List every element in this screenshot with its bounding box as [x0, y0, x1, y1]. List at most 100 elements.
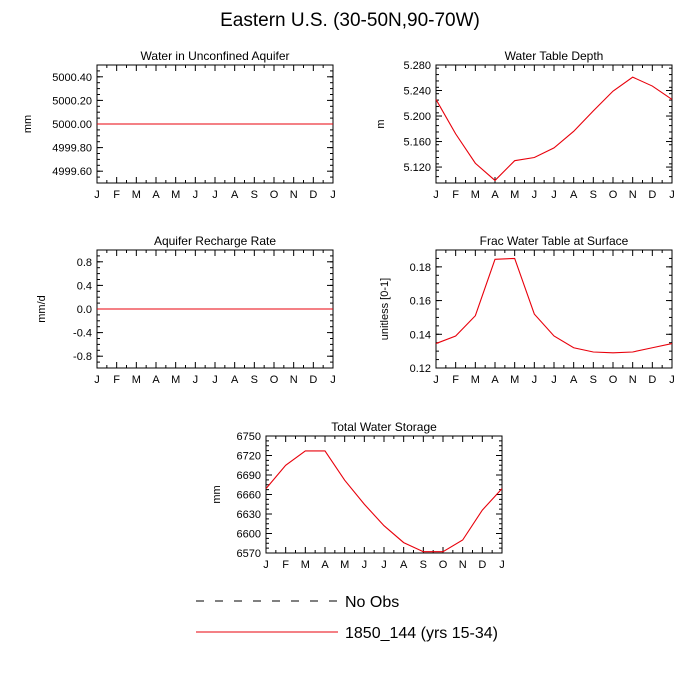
x-tick-label: M: [301, 559, 310, 571]
x-tick-label: F: [452, 374, 459, 386]
y-axis-label: mm: [22, 115, 34, 133]
x-tick-label: M: [471, 374, 480, 386]
x-tick-label: J: [532, 374, 538, 386]
y-tick-label: 0.0: [77, 304, 92, 316]
x-tick-label: M: [510, 374, 519, 386]
x-tick-label: J: [362, 559, 368, 571]
x-tick-label: J: [669, 374, 675, 386]
series-line: [435, 257, 673, 354]
x-tick-label: J: [551, 374, 557, 386]
x-tick-label: J: [669, 189, 675, 201]
chart-title: Aquifer Recharge Rate: [154, 234, 276, 248]
x-tick-label: J: [532, 189, 538, 201]
x-tick-label: D: [478, 559, 486, 571]
x-tick-label: D: [648, 374, 656, 386]
x-tick-label: M: [471, 189, 480, 201]
x-tick-label: J: [193, 374, 199, 386]
y-tick-label: 4999.80: [52, 143, 92, 155]
x-tick-label: M: [132, 189, 141, 201]
y-tick-label: 6720: [237, 451, 261, 463]
y-tick-label: 0.16: [410, 296, 431, 308]
x-tick-label: N: [459, 559, 467, 571]
x-tick-label: A: [570, 374, 578, 386]
chart-title: Total Water Storage: [331, 420, 437, 434]
x-tick-label: J: [94, 189, 100, 201]
y-tick-label: 6570: [237, 548, 261, 560]
y-tick-label: 5.200: [403, 111, 431, 123]
x-tick-label: O: [270, 374, 279, 386]
chart-title: Frac Water Table at Surface: [480, 234, 629, 248]
legend-obs-label: No Obs: [345, 594, 399, 611]
x-tick-label: O: [609, 189, 618, 201]
x-tick-label: D: [309, 374, 317, 386]
x-tick-label: S: [251, 374, 258, 386]
x-tick-label: J: [330, 374, 336, 386]
y-tick-label: 6690: [237, 470, 261, 482]
x-tick-label: A: [491, 189, 499, 201]
y-tick-label: 0.8: [77, 257, 92, 269]
y-axis-label: mm/d: [36, 295, 48, 323]
y-axis-label: unitless [0-1]: [379, 278, 391, 340]
y-axis-label: mm: [211, 485, 223, 503]
y-tick-label: 5.280: [403, 60, 431, 72]
x-tick-label: M: [510, 189, 519, 201]
x-tick-label: M: [132, 374, 141, 386]
x-tick-label: S: [420, 559, 427, 571]
y-tick-label: 0.4: [77, 280, 92, 292]
plot-frame: [435, 249, 673, 369]
y-tick-label: 6630: [237, 509, 261, 521]
x-tick-label: J: [330, 189, 336, 201]
plot-frame: [435, 64, 673, 184]
x-tick-label: J: [212, 374, 218, 386]
y-axis-label: m: [375, 119, 387, 128]
x-tick-label: N: [290, 189, 298, 201]
x-tick-label: N: [290, 374, 298, 386]
x-tick-label: M: [171, 189, 180, 201]
y-tick-label: -0.8: [73, 351, 92, 363]
y-tick-label: 6660: [237, 490, 261, 502]
x-tick-label: J: [263, 559, 269, 571]
x-tick-label: A: [231, 189, 239, 201]
x-tick-label: N: [629, 374, 637, 386]
series-line: [435, 76, 673, 182]
x-tick-label: A: [570, 189, 578, 201]
y-tick-label: 0.14: [410, 329, 431, 341]
x-tick-label: J: [193, 189, 199, 201]
x-tick-label: J: [212, 189, 218, 201]
chart-title: Water in Unconfined Aquifer: [141, 49, 290, 63]
x-tick-label: M: [171, 374, 180, 386]
x-tick-label: N: [629, 189, 637, 201]
y-tick-label: 5000.40: [52, 72, 92, 84]
x-tick-label: D: [648, 189, 656, 201]
page-title: Eastern U.S. (30-50N,90-70W): [220, 10, 480, 31]
x-tick-label: A: [231, 374, 239, 386]
x-tick-label: J: [433, 189, 439, 201]
x-tick-label: A: [400, 559, 408, 571]
x-tick-label: O: [439, 559, 448, 571]
x-tick-label: O: [270, 189, 279, 201]
x-tick-label: A: [491, 374, 499, 386]
x-tick-label: F: [113, 374, 120, 386]
y-tick-label: 5000.00: [52, 119, 92, 131]
x-tick-label: A: [152, 189, 160, 201]
x-tick-label: D: [309, 189, 317, 201]
x-tick-label: F: [282, 559, 289, 571]
x-tick-label: S: [590, 374, 597, 386]
x-tick-label: J: [433, 374, 439, 386]
series-line: [265, 450, 503, 553]
x-tick-label: S: [590, 189, 597, 201]
x-tick-label: S: [251, 189, 258, 201]
y-tick-label: 6750: [237, 431, 261, 443]
legend: No Obs 1850_144 (yrs 15-34): [196, 594, 498, 642]
y-tick-label: 5.240: [403, 86, 431, 98]
x-tick-label: J: [551, 189, 557, 201]
y-tick-label: 4999.60: [52, 166, 92, 178]
x-tick-label: A: [152, 374, 160, 386]
y-tick-label: 5.160: [403, 137, 431, 149]
x-tick-label: J: [381, 559, 387, 571]
